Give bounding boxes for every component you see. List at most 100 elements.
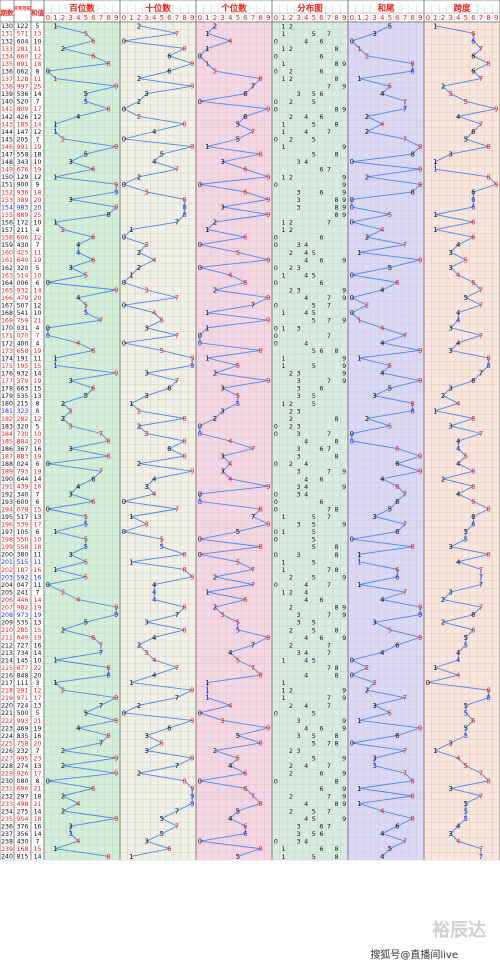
dist-digit: 8 [335,853,339,861]
prize-cell: 122 [17,23,29,30]
digit-header: 6 [243,14,248,22]
trend-digit: 3 [448,543,452,551]
trend-digit: 3 [144,430,148,438]
trend-digit: 2 [365,415,369,423]
digit-header: 0 [350,14,354,22]
sum-cell: 4 [36,325,40,332]
prize-header: 开奖号码 [14,5,32,12]
trend-digit: 2 [137,460,141,468]
trend-digit: 7 [479,45,483,53]
sum-cell: 14 [34,476,42,483]
trend-digit: 7 [403,98,407,106]
trend-digit: 1 [433,158,437,166]
dist-digit: 5 [312,807,316,815]
trend-digit: 6 [167,845,172,853]
trend-digit: 9 [418,634,422,642]
dist-digit: 0 [274,105,278,113]
digit-header: 2 [137,14,141,22]
sum-cell: 12 [34,114,42,121]
sum-cell: 10 [34,310,42,317]
sum-cell: 13 [34,763,42,770]
period-cell: 219 [1,695,13,702]
prize-cell: 367 [17,446,29,453]
trend-digit: 1 [433,747,437,755]
dist-digit: 3 [297,196,301,204]
trend-digit: 7 [479,770,483,778]
period-cell: 168 [1,310,13,317]
dist-digit: 5 [312,271,316,279]
dist-digit: 4 [304,294,308,302]
period-cell: 153 [1,197,13,204]
dist-digit: 3 [297,483,301,491]
period-cell: 233 [1,801,13,808]
trend-digit: 3 [448,324,452,332]
dist-digit: 6 [319,385,323,393]
dist-digit: 4 [304,596,308,604]
prize-cell: 663 [17,386,29,393]
trend-digit: 2 [61,687,65,695]
prize-cell: 649 [17,635,29,642]
trend-digit: 6 [471,37,476,45]
trend-digit: 4 [456,490,461,498]
period-cell: 148 [1,159,13,166]
dist-digit: 2 [289,400,293,408]
trend-digit: 4 [380,830,385,838]
period-cell: 183 [1,423,13,430]
trend-digit: 8 [410,815,414,823]
trend-digit: 1 [53,362,57,370]
digit-header: 2 [289,14,293,22]
trend-digit: 6 [167,68,172,76]
dist-digit: 3 [297,830,301,838]
trend-digit: 7 [403,589,407,597]
trend-digit: 9 [114,181,118,189]
trend-digit: 2 [61,226,65,234]
sum-cell: 19 [34,167,42,174]
trend-digit: 5 [464,702,468,710]
digit-header: 2 [61,14,65,22]
dist-digit: 4 [304,249,308,257]
dist-digit: 0 [274,302,278,310]
dist-digit: 7 [327,513,331,521]
trend-digit: 9 [190,792,194,800]
digit-header: 0 [274,14,278,22]
dist-digit: 4 [304,460,308,468]
prize-cell: 446 [17,597,29,604]
trend-digit: 3 [448,90,452,98]
trend-digit: 9 [190,573,194,581]
dist-digit: 5 [312,513,316,521]
trend-digit: 4 [152,475,157,483]
period-cell: 196 [1,521,13,528]
trend-digit: 6 [471,611,476,619]
trend-digit: 7 [479,566,483,574]
sum-cell: 8 [36,778,40,785]
trend-digit: 3 [144,287,148,295]
section-header: 分布图 [297,3,323,14]
trend-digit: 3 [68,445,72,453]
trend-digit: 5 [464,800,468,808]
trend-digit: 7 [175,807,179,815]
sum-cell: 11 [34,582,42,589]
period-cell: 166 [1,295,13,302]
trend-digit: 4 [380,324,385,332]
dist-digit: 6 [319,256,323,264]
period-cell: 151 [1,182,13,189]
period-cell: 202 [1,567,13,574]
sum-cell: 14 [34,370,42,377]
dist-digit: 9 [342,634,346,642]
digit-header: 4 [380,14,385,22]
trend-digit: 9 [266,483,270,491]
trend-digit: 9 [418,181,422,189]
sum-cell: 10 [34,219,42,226]
dist-digit: 2 [289,226,293,234]
dist-digit: 4 [304,800,308,808]
trend-digit: 5 [84,543,88,551]
dist-digit: 0 [274,52,278,60]
trend-digit: 9 [418,377,422,385]
trend-digit: 0 [350,656,354,664]
dist-digit: 2 [289,687,293,695]
digit-header: 2 [365,14,369,22]
sum-cell: 11 [34,250,42,257]
dist-digit: 8 [335,505,339,513]
dist-digit: 5 [312,573,316,581]
